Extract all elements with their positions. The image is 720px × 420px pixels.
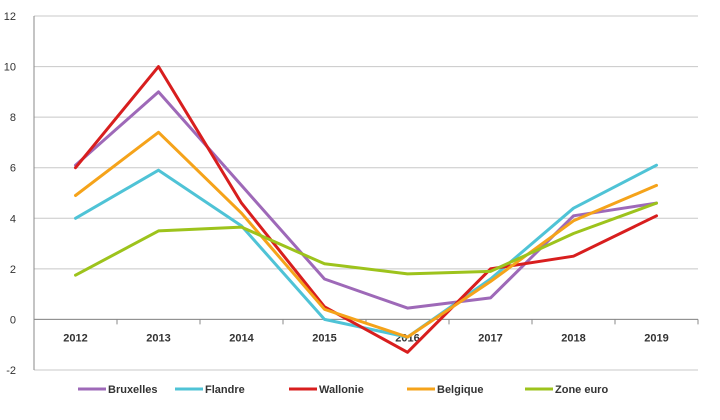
series-line-zone-euro <box>74 201 658 277</box>
y-tick-label: 0 <box>10 314 16 326</box>
y-tick-label: 8 <box>10 112 16 124</box>
legend-label: Flandre <box>205 384 245 396</box>
legend-item: Belgique <box>407 384 483 396</box>
y-tick-label: -2 <box>6 365 16 377</box>
legend-item: Flandre <box>175 384 245 396</box>
y-tick-label: 2 <box>10 264 16 276</box>
x-tick-label: 2015 <box>312 332 336 344</box>
y-axis-ticks: -2 0 2 4 6 8 10 12 <box>4 11 16 377</box>
x-tick-label: 2018 <box>561 332 585 344</box>
legend-item: Zone euro <box>525 384 608 396</box>
legend-item: Wallonie <box>289 384 364 396</box>
series-lines <box>74 65 658 354</box>
y-tick-label: 6 <box>10 163 16 175</box>
x-tick-label: 2014 <box>229 332 254 344</box>
y-tick-label: 4 <box>10 213 16 225</box>
legend-label: Bruxelles <box>108 384 158 396</box>
series-line-bruxelles <box>74 90 658 310</box>
grid-lines <box>34 15 698 371</box>
legend-label: Zone euro <box>555 384 608 396</box>
series-line-belgique <box>74 130 658 339</box>
y-tick-label: 10 <box>4 62 16 74</box>
series-line-wallonie <box>74 65 658 354</box>
x-tick-label: 2019 <box>644 332 668 344</box>
x-tick-label: 2017 <box>478 332 502 344</box>
legend: Bruxelles Flandre Wallonie Belgique Zone eur… <box>78 384 608 396</box>
x-tick-label: 2012 <box>63 332 87 344</box>
legend-item: Bruxelles <box>78 384 158 396</box>
legend-label: Wallonie <box>319 384 364 396</box>
y-tick-label: 12 <box>4 11 16 23</box>
legend-label: Belgique <box>437 384 483 396</box>
axes <box>33 16 699 370</box>
series-line-flandre <box>74 163 658 339</box>
x-axis-ticks: 2012 2013 2014 2015 2016 2017 2018 2019 <box>63 332 668 344</box>
x-tick-label: 2013 <box>146 332 170 344</box>
